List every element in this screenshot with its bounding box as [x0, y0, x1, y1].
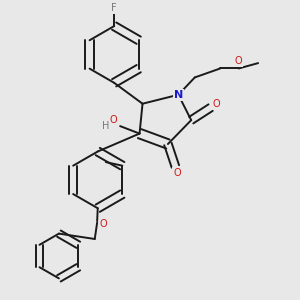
Text: O: O: [235, 56, 242, 66]
Text: O: O: [212, 99, 220, 109]
Text: O: O: [173, 168, 181, 178]
Text: F: F: [111, 3, 117, 13]
Text: O: O: [100, 219, 107, 229]
Text: N: N: [174, 90, 183, 100]
Text: H: H: [102, 121, 110, 131]
Text: O: O: [110, 115, 117, 124]
